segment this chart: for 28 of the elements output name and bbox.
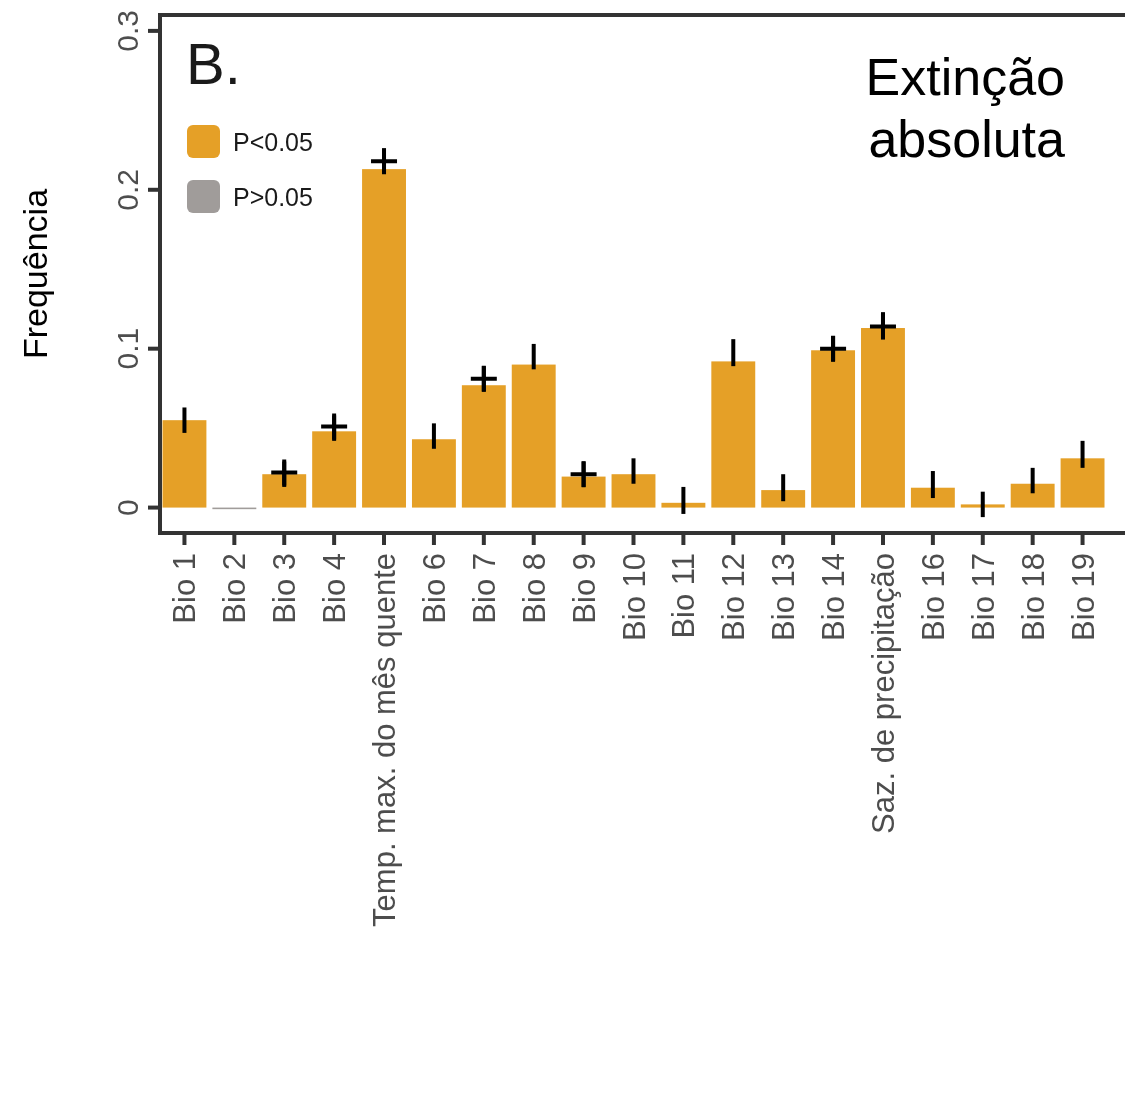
- y-tick-label: 0.1: [111, 327, 144, 370]
- x-tick-label: Bio 4: [317, 553, 353, 624]
- x-tick-label: Bio 6: [416, 553, 452, 624]
- x-tick-label: Bio 17: [965, 553, 1001, 641]
- x-tick-label: Bio 12: [716, 553, 752, 641]
- x-tick-label: Bio 14: [816, 553, 852, 641]
- legend-label: P<0.05: [233, 128, 313, 156]
- y-axis-title: Frequência: [16, 188, 54, 360]
- x-tick-label: Bio 2: [217, 553, 253, 624]
- x-tick-label: Bio 8: [516, 553, 552, 624]
- text: Extinção absoluta: [865, 48, 1066, 168]
- legend-label: P>0.05: [233, 183, 313, 211]
- x-tick-label: Bio 3: [267, 553, 303, 624]
- x-tick-label: Temp. max. do mês quente: [367, 553, 403, 927]
- x-tick-label: Bio 19: [1065, 553, 1101, 641]
- x-tick-label: Bio 1: [167, 553, 203, 624]
- annotation: B.: [186, 31, 241, 96]
- y-tick-label: 0: [111, 499, 144, 516]
- x-tick-label: Bio 7: [466, 553, 502, 624]
- x-tick-label: Bio 13: [766, 553, 802, 641]
- y-tick-label: 0.3: [111, 10, 144, 52]
- x-tick-label: Bio 9: [566, 553, 602, 624]
- y-tick-label: 0.2: [111, 168, 144, 211]
- x-tick-label: Bio 10: [616, 553, 652, 641]
- x-tick-label: Bio 18: [1015, 553, 1051, 641]
- x-tick-label: Saz. de precipitação: [865, 553, 901, 834]
- x-tick-label: Bio 16: [915, 553, 951, 641]
- x-tick-label: Bio 11: [666, 553, 702, 639]
